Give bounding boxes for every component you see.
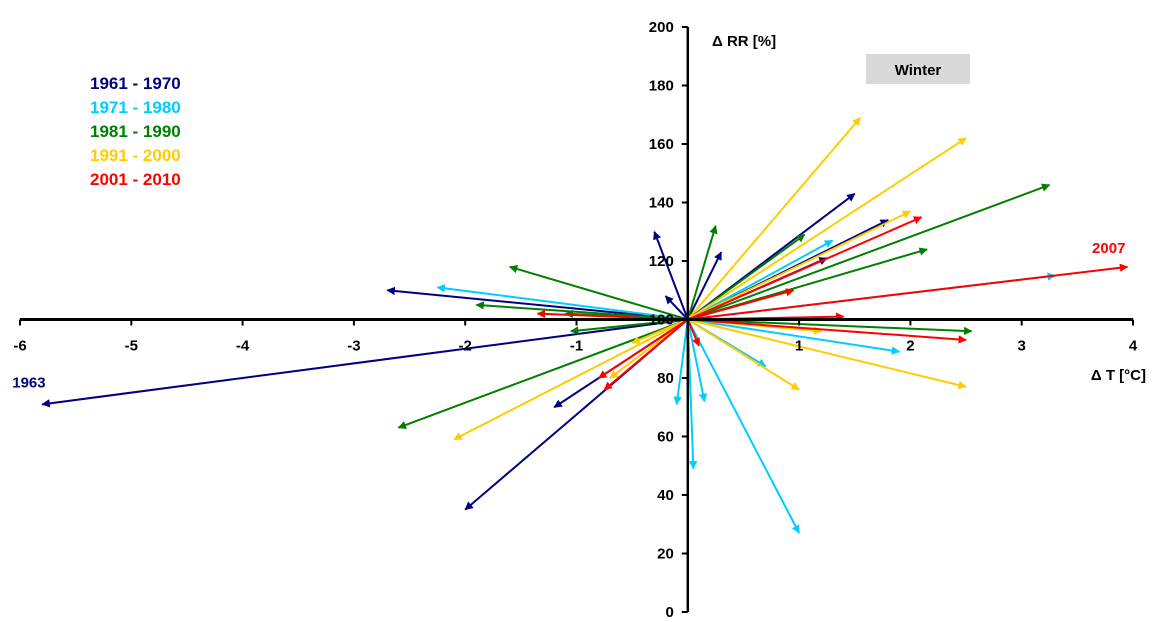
x-tick-label: 3 — [1018, 338, 1026, 355]
vector-arrow — [386, 286, 688, 321]
vector-arrow — [687, 318, 967, 390]
legend: 1961 - 1970 1971 - 1980 1981 - 1990 1991 - … — [90, 74, 181, 189]
annotation-label: 1963 — [12, 374, 45, 391]
vector-arrow — [687, 183, 1051, 321]
x-tick-label: -5 — [125, 338, 138, 355]
vector-arrows — [41, 117, 1129, 534]
vector-arrow — [687, 239, 834, 321]
y-axis-label: Δ RR [%] — [712, 33, 776, 50]
x-tick-label: 1 — [795, 338, 803, 355]
series-1991-2000 — [453, 117, 967, 441]
y-tick-label: 80 — [657, 370, 674, 387]
vector-arrow — [453, 318, 689, 441]
y-tick-label: 160 — [649, 136, 674, 153]
vector-arrow — [687, 263, 1129, 321]
legend-entry: 1991 - 2000 — [90, 146, 181, 165]
vector-arrow — [508, 264, 689, 321]
legend-entry: 1981 - 1990 — [90, 122, 181, 141]
x-tick-label: -2 — [459, 338, 472, 355]
annotations: 1963 2007 — [12, 240, 1125, 391]
vector-arrow — [686, 319, 708, 403]
vector-arrow — [687, 117, 862, 321]
y-tick-label: 100 — [649, 312, 674, 329]
vector-arrow — [687, 137, 967, 321]
x-tick-label: -6 — [13, 338, 26, 355]
y-tick-label: 40 — [657, 487, 674, 504]
tick-labels: -6 -5 -4 -3 -2 -1 1 2 3 4020406080100120140160180… — [13, 19, 1138, 621]
x-tick-label: 2 — [906, 338, 914, 355]
vector-arrow — [570, 318, 688, 335]
vector-arrow — [687, 318, 800, 391]
x-tick-label: 4 — [1129, 338, 1138, 355]
vector-arrow — [687, 288, 795, 321]
x-tick-label: -3 — [347, 338, 360, 355]
y-tick-label: 20 — [657, 546, 674, 563]
y-tick-label: 60 — [657, 429, 674, 446]
vector-arrow — [686, 319, 800, 534]
vector-arrow — [631, 318, 689, 344]
vector-arrow — [664, 295, 689, 321]
vector-arrow — [687, 318, 967, 344]
annotation-label: 2007 — [1092, 240, 1125, 257]
vector-arrow — [687, 318, 973, 336]
season-badge-label: Winter — [895, 62, 942, 79]
axis-ticks — [19, 26, 1134, 613]
legend-entry: 1961 - 1970 — [90, 74, 181, 93]
vector-arrow — [687, 233, 806, 321]
vector-arrow — [603, 318, 689, 391]
x-tick-label: -1 — [570, 338, 583, 355]
vector-arrow — [686, 225, 718, 320]
x-tick-label: -4 — [236, 338, 250, 355]
series-1981-1990 — [397, 183, 1051, 430]
x-axis-label: Δ T [°C] — [1091, 367, 1146, 384]
vector-arrow — [653, 230, 689, 320]
legend-entry: 1971 - 1980 — [90, 98, 181, 117]
season-badge: Winter — [866, 54, 970, 84]
y-tick-label: 140 — [649, 195, 674, 212]
series-2001-2010 — [536, 216, 1129, 391]
y-tick-label: 180 — [649, 78, 674, 95]
vector-arrow — [686, 319, 700, 347]
vector-arrow — [397, 318, 689, 430]
legend-entry: 2001 - 2010 — [90, 170, 181, 189]
vector-arrow — [436, 284, 688, 321]
vector-arrow — [687, 210, 912, 321]
vector-arrow — [687, 216, 923, 321]
y-tick-label: 120 — [649, 253, 674, 270]
vector-arrow — [598, 318, 689, 379]
y-tick-label: 0 — [665, 604, 673, 621]
y-tick-label: 200 — [649, 19, 674, 36]
vector-arrow — [673, 319, 689, 406]
vector-arrow — [686, 251, 723, 320]
vector-arrow — [687, 318, 901, 355]
vector-arrow — [41, 318, 688, 408]
